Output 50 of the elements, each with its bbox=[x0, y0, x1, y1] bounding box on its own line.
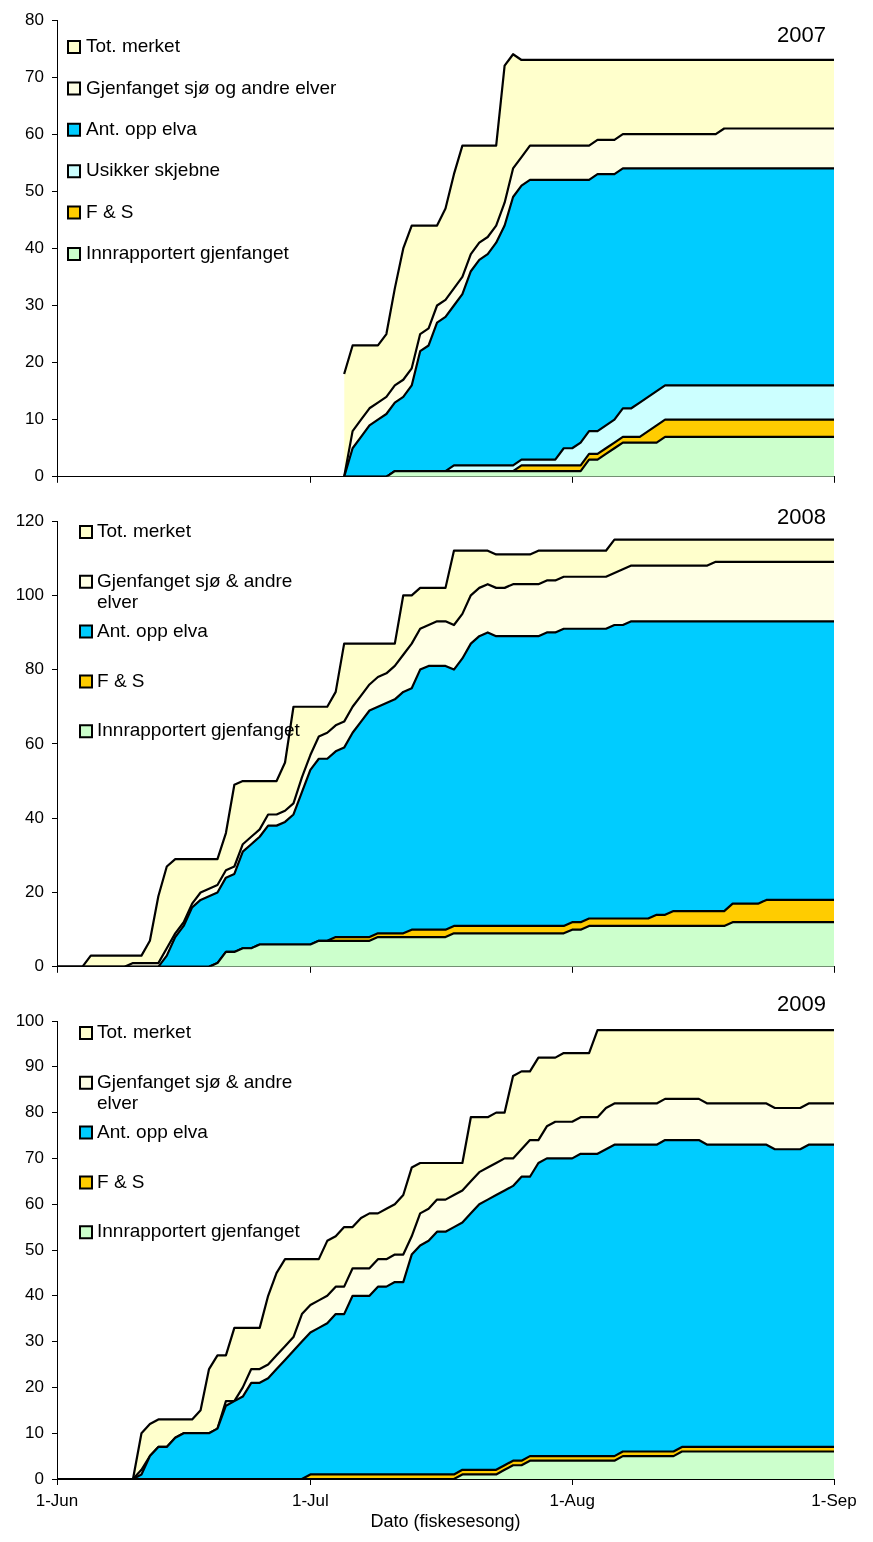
legend-label: Ant. opp elva bbox=[97, 619, 209, 641]
y-tick-label: 20 bbox=[25, 882, 44, 902]
y-tick-label: 60 bbox=[25, 123, 44, 143]
legend-label: Gjenfanget sjø & andre elver bbox=[97, 570, 293, 613]
y-tick-label: 0 bbox=[34, 956, 44, 976]
y-tick-label: 10 bbox=[25, 409, 44, 429]
x-tick-label: 1-Aug bbox=[549, 1490, 595, 1510]
y-tick-label: 10 bbox=[25, 1422, 44, 1442]
legend-label: Ant. opp elva bbox=[97, 1120, 209, 1142]
y-tick-label: 20 bbox=[25, 1377, 44, 1397]
y-tick-label: 70 bbox=[25, 66, 44, 86]
legend-label: Ant. opp elva bbox=[86, 118, 198, 140]
y-tick-label: 40 bbox=[25, 807, 44, 827]
legend-label: Tot. merket bbox=[97, 1021, 192, 1043]
legend-label: Tot. merket bbox=[86, 35, 181, 57]
y-tick-label: 20 bbox=[25, 352, 44, 372]
y-tick-label: 50 bbox=[25, 1239, 44, 1259]
y-tick-label: 70 bbox=[25, 1148, 44, 1168]
legend-label: Gjenfanget sjø og andre elver bbox=[86, 76, 337, 98]
x-tick-label: 1-Jun bbox=[35, 1490, 79, 1510]
y-tick-label: 80 bbox=[25, 9, 44, 29]
y-tick-label: 30 bbox=[25, 1331, 44, 1351]
x-tick-label: 1-Sep bbox=[811, 1490, 857, 1510]
legend-label: F & S bbox=[97, 669, 145, 691]
y-tick-label: 120 bbox=[15, 510, 44, 530]
legend-label: Usikker skjebne bbox=[86, 159, 221, 181]
y-tick-label: 60 bbox=[25, 733, 44, 753]
y-tick-label: 100 bbox=[15, 584, 44, 604]
y-tick-label: 50 bbox=[25, 180, 44, 200]
y-tick-label: 0 bbox=[34, 466, 44, 486]
legend-label: F & S bbox=[97, 1170, 145, 1192]
legend-label: Gjenfanget sjø & andre elver bbox=[97, 1071, 293, 1114]
y-tick-label: 0 bbox=[34, 1468, 44, 1488]
x-tick-label: 1-Jul bbox=[291, 1490, 329, 1510]
legend-label: F & S bbox=[86, 200, 134, 222]
chart-title: 2008 bbox=[777, 504, 826, 530]
x-axis-title: Dato (fiskesesong) bbox=[370, 1511, 521, 1532]
y-tick-label: 40 bbox=[25, 238, 44, 258]
chart-title: 2007 bbox=[777, 22, 826, 48]
y-tick-label: 40 bbox=[25, 1285, 44, 1305]
y-tick-label: 80 bbox=[25, 659, 44, 679]
chart-title: 2009 bbox=[777, 991, 826, 1017]
legend-label: Innrapportert gjenfanget bbox=[86, 242, 290, 264]
legend-label: Tot. merket bbox=[97, 520, 192, 542]
y-tick-label: 100 bbox=[15, 1010, 44, 1030]
y-tick-label: 90 bbox=[25, 1056, 44, 1076]
y-tick-label: 60 bbox=[25, 1193, 44, 1213]
y-tick-label: 80 bbox=[25, 1102, 44, 1122]
legend-label: Innrapportert gjenfanget bbox=[97, 1220, 301, 1242]
y-tick-label: 30 bbox=[25, 295, 44, 315]
